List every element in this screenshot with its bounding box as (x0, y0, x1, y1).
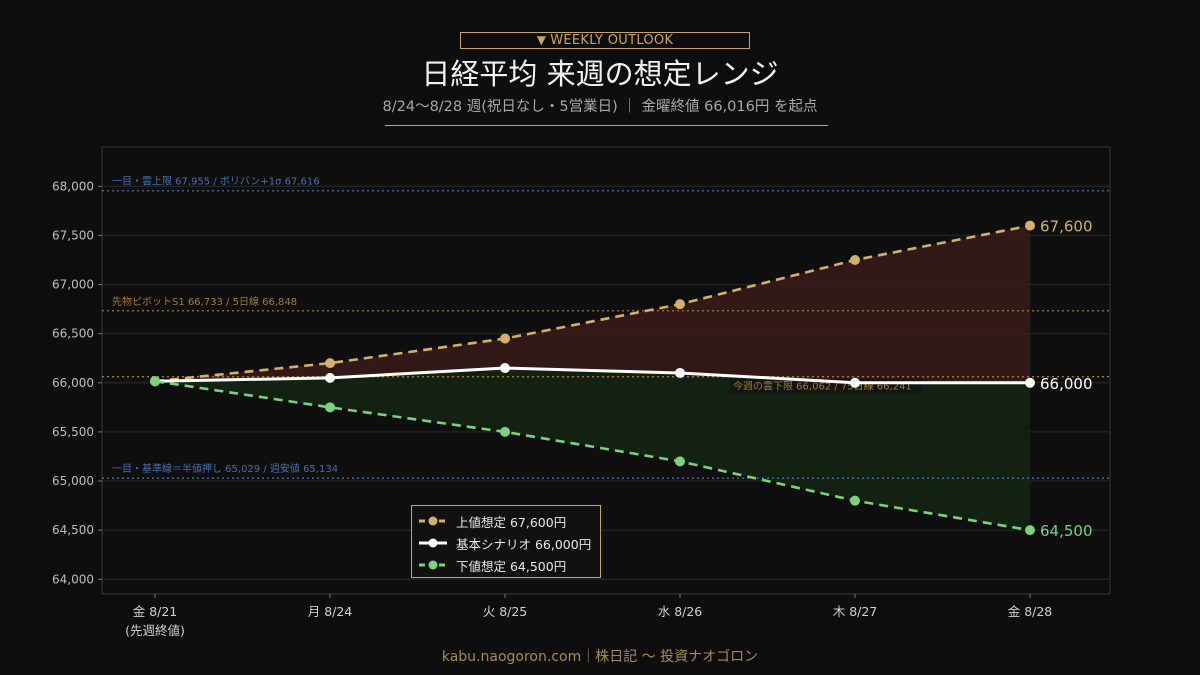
page-subtitle: 8/24〜8/28 週(祝日なし・5営業日) ｜ 金曜終値 66,016円 を起… (382, 99, 818, 115)
series-line-base (154, 366, 1030, 385)
series-end-label-base: 66,000 (1040, 375, 1093, 393)
reference-label: 一目・基準線＝半値押し 65,029 / 週安値 65,134 (112, 462, 338, 475)
reference-label: 先物ピボットS1 66,733 / 5日線 66,848 (112, 295, 297, 308)
site-footer: kabu.naogoron.com｜株日記 〜 投資ナオゴロン (441, 649, 759, 665)
series-point-upper (675, 299, 685, 310)
series-point-base (850, 377, 860, 388)
y-tick-label: 66,000 (52, 376, 94, 390)
series-point-upper (500, 333, 510, 344)
y-tick-label: 64,500 (52, 523, 94, 537)
series-point-base (675, 367, 685, 378)
chart-legend: 上値想定 67,600円 基本シナリオ 66,000円 下値想定 64,500円 (411, 505, 601, 578)
series-point-upper (325, 358, 335, 369)
triangle-down-icon: ▼ (536, 33, 547, 47)
page-title: 日経平均 来週の想定レンジ (421, 57, 779, 91)
series-point-lower (850, 495, 860, 506)
x-tick-label: 金 8/21 (133, 604, 178, 619)
series-point-lower (325, 402, 335, 413)
legend-swatch-upper-icon (419, 516, 447, 526)
series-end-label-lower: 64,500 (1040, 522, 1093, 540)
series-point-lower (675, 456, 685, 467)
legend-label-upper: 上値想定 67,600円 (456, 514, 567, 530)
x-tick-sublabel: (先週終値) (125, 623, 185, 638)
legend-item-base: 基本シナリオ 66,000円 (418, 532, 600, 554)
legend-swatch-base-icon (419, 538, 447, 548)
x-tick-label: 金 8/28 (1008, 604, 1053, 619)
x-tick-label: 火 8/25 (483, 604, 528, 619)
x-tick-label: 月 8/24 (308, 604, 353, 619)
series-line-upper (154, 224, 1031, 383)
y-tick-label: 65,500 (52, 425, 94, 439)
series-point-lower (150, 376, 160, 387)
series-point-lower (500, 426, 510, 437)
legend-item-upper: 上値想定 67,600円 (418, 510, 600, 532)
y-tick-label: 66,500 (52, 327, 94, 341)
series-line-lower (154, 379, 1031, 532)
badge-label: WEEKLY OUTLOOK (550, 33, 674, 48)
series-point-base (1025, 377, 1035, 388)
series-point-base (325, 372, 335, 383)
legend-item-lower: 下値想定 64,500円 (418, 554, 600, 576)
legend-label-lower: 下値想定 64,500円 (456, 558, 567, 574)
legend-label-base: 基本シナリオ 66,000円 (456, 536, 592, 552)
legend-swatch-lower-icon (419, 560, 447, 570)
title-divider (385, 125, 828, 126)
series-point-upper (850, 254, 860, 265)
y-tick-label: 68,000 (52, 179, 94, 193)
series-point-upper (1025, 220, 1035, 231)
series-point-lower (1025, 525, 1035, 536)
weekly-outlook-badge: ▼ WEEKLY OUTLOOK (460, 32, 750, 49)
y-tick-label: 65,000 (52, 474, 94, 488)
x-tick-label: 水 8/26 (658, 604, 703, 619)
reference-label: 一目・雲上限 67,955 / ボリバン+1σ 67,616 (112, 176, 320, 188)
upper-range-fill (155, 225, 1030, 383)
series-end-label-upper: 67,600 (1040, 218, 1093, 236)
y-tick-label: 64,000 (52, 572, 94, 586)
x-tick-label: 木 8/27 (833, 604, 878, 619)
y-tick-label: 67,000 (52, 278, 94, 292)
y-tick-label: 67,500 (52, 228, 94, 242)
series-point-base (500, 363, 510, 374)
